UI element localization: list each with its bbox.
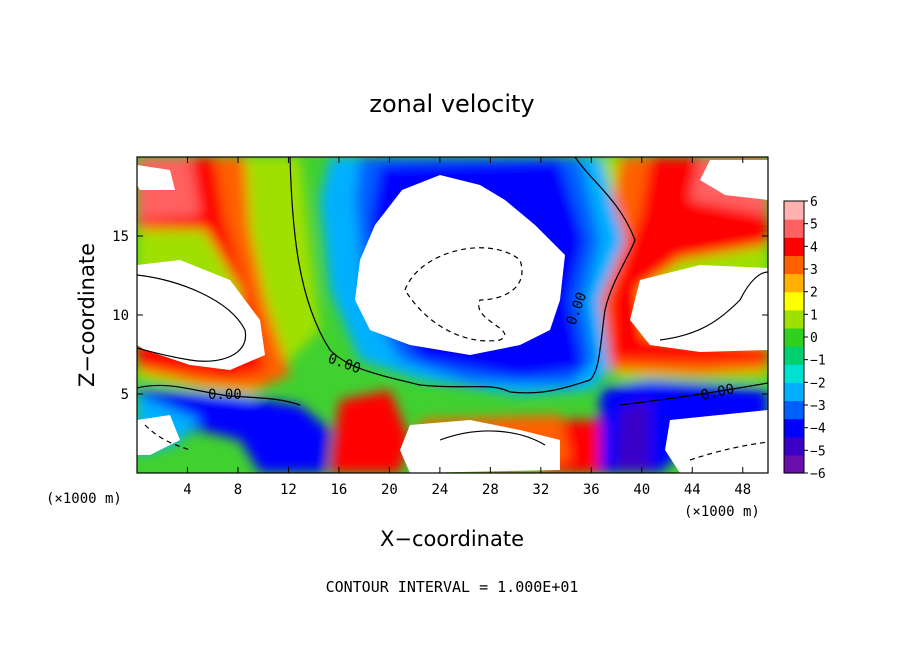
saturated-regions [137,160,768,473]
colorbar-swatch [784,273,804,293]
y-axis-label: Z−coordinate [75,243,99,387]
colorbar-label: −6 [810,467,826,482]
x-ticks: 4 8 12 16 20 24 28 32 36 40 44 48 [183,157,751,498]
colorbar-swatch [784,237,804,256]
x-unit-right: (×1000 m) [684,504,760,520]
x-axis-label: X−coordinate [380,527,524,551]
colorbar-label: 0 [810,331,818,346]
colorbar-swatch [784,454,804,474]
colorbar-label: −3 [810,399,826,414]
colorbar-label: 3 [810,263,818,278]
y-tick-label: 15 [112,229,129,245]
colorbar-swatch [784,382,804,402]
contour-label: 0.00 [700,381,736,404]
colorbar-swatch [784,309,804,329]
x-tick-label: 16 [330,482,347,498]
y-tick-label: 5 [121,387,129,403]
contour-interval-footer: CONTOUR INTERVAL = 1.000E+01 [326,578,579,596]
x-tick-label: 40 [633,482,650,498]
heatmap-field: 0.00 0.00 0.00 0.00 [137,157,768,473]
colorbar-label: −1 [810,354,826,369]
x-tick-label: 36 [583,482,600,498]
x-tick-label: 28 [482,482,499,498]
contour-label: 0.00 [208,387,242,403]
x-tick-label: 32 [532,482,549,498]
colorbar-swatch [784,418,804,438]
colorbar-label: 1 [810,308,818,323]
colorbar-swatch [784,255,804,275]
colorbar-swatch [784,436,804,456]
colorbar-swatch [784,400,804,420]
x-tick-label: 44 [684,482,701,498]
chart-title: zonal velocity [369,90,534,118]
colorbar-label: −5 [810,444,826,459]
x-unit-left: (×1000 m) [46,491,122,507]
contour-lines [137,157,768,461]
colorbar-swatch [784,291,804,311]
colorbar-label: 5 [810,218,818,233]
colorbar: 6 5 4 3 2 1 0 −1 −2 −3 −4 −5 −6 [783,195,826,482]
colorbar-swatch [784,364,804,383]
x-tick-label: 4 [183,482,191,498]
colorbar-swatch [784,201,804,220]
x-tick-label: 20 [381,482,398,498]
y-ticks: 5 10 15 [112,229,768,403]
x-tick-label: 8 [234,482,242,498]
colorbar-swatch [784,219,804,238]
colorbar-swatch [784,327,804,347]
colorbar-label: 4 [810,240,818,255]
colorbar-label: −2 [810,376,826,391]
colorbar-label: 2 [810,286,818,301]
y-tick-label: 10 [112,308,129,324]
x-tick-label: 24 [431,482,448,498]
colorbar-label: 6 [810,195,818,210]
colorbar-label: −4 [810,422,826,437]
x-tick-label: 12 [280,482,297,498]
x-tick-label: 48 [734,482,751,498]
colorbar-swatch [784,346,804,365]
